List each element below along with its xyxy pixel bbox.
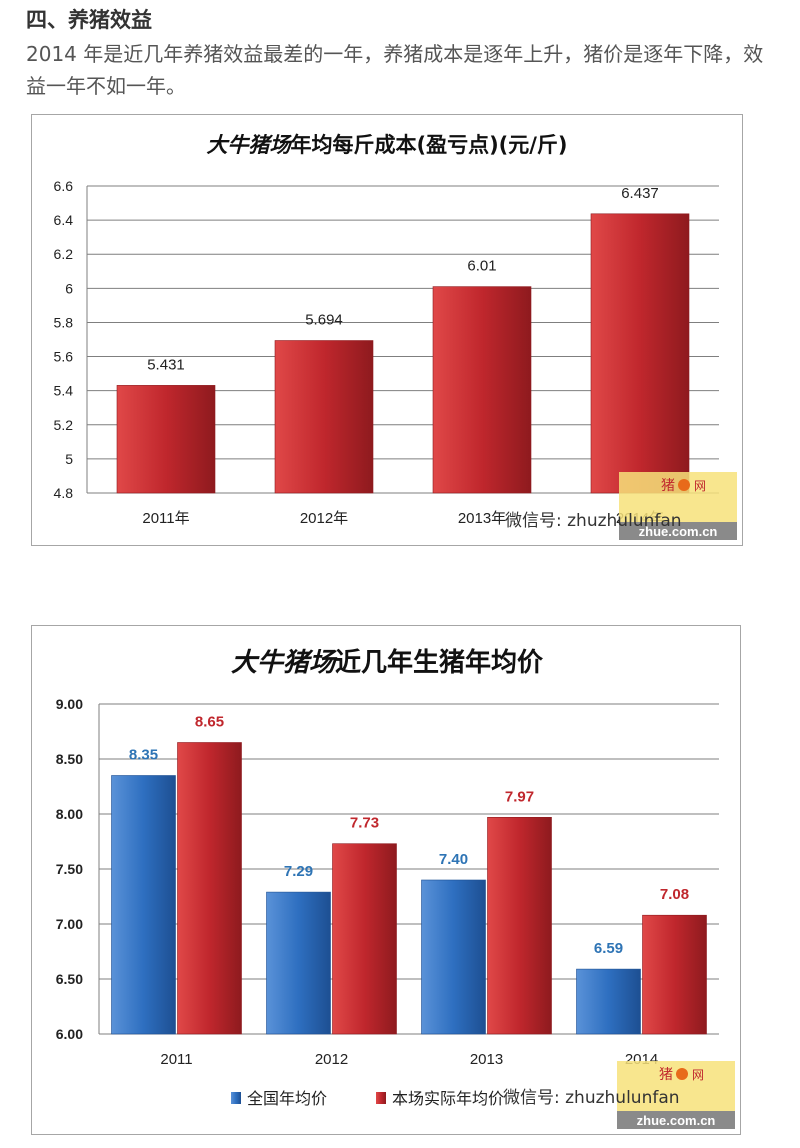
- watermark-logo-bar: [619, 522, 737, 540]
- price-chart-svg: 大牛猪场近几年生猪年均价 6.00 6.50 7.00 7.50 8.00 8.50 9.0…: [31, 625, 741, 1135]
- watermark-e-icon: [676, 1068, 688, 1080]
- bar-value-label: 7.29: [284, 863, 313, 880]
- legend-label: 全国年均价: [247, 1089, 327, 1108]
- y-tick-label: 7.50: [56, 861, 83, 877]
- watermark-url: zhue.com.cn: [637, 1113, 716, 1128]
- bar-value-label: 6.437: [621, 185, 659, 202]
- y-tick-label: 6: [65, 280, 73, 296]
- bar: [111, 775, 176, 1035]
- y-tick-label: 6.6: [54, 178, 74, 194]
- x-tick-label: 2011年: [142, 510, 189, 527]
- watermark-logo-cn: 猪: [659, 1067, 673, 1083]
- x-tick-label: 2012: [315, 1051, 348, 1068]
- chart-title-text: 近几年生猪年均价: [335, 647, 544, 678]
- bar-value-label: 7.40: [439, 851, 468, 868]
- bar: [421, 879, 486, 1035]
- y-tick-label: 4.8: [54, 485, 74, 501]
- watermark-e-icon: [678, 479, 690, 491]
- bar-value-label: 5.694: [305, 312, 343, 329]
- cost-chart-svg: 大牛猪场年均每斤成本(盈亏点)(元/斤) 4.8 5 5.2 5.4 5.6 5.8 6 6.…: [31, 114, 743, 546]
- x-tick-label: 2013年: [458, 510, 506, 527]
- bar-value-label: 7.97: [505, 788, 534, 805]
- bar-value-label: 5.431: [147, 356, 185, 373]
- chart-title-brand: 大牛猪场: [231, 648, 338, 678]
- watermark-wechat: 微信号: zhuzhulunfan: [503, 1088, 680, 1108]
- y-tick-label: 6.2: [54, 246, 74, 262]
- bar-value-label: 8.35: [129, 747, 158, 764]
- y-tick-label: 9.00: [56, 696, 83, 712]
- bar: [116, 385, 216, 494]
- legend-swatch: [231, 1092, 241, 1104]
- chart-title: 大牛猪场年均每斤成本(盈亏点)(元/斤): [206, 133, 567, 157]
- chart-title-text: 年均每斤成本(盈亏点)(元/斤): [290, 133, 567, 157]
- chart-title-brand: 大牛猪场: [206, 133, 292, 157]
- bar: [266, 891, 331, 1035]
- y-tick-label: 8.50: [56, 751, 83, 767]
- watermark-logo-net: 网: [692, 1068, 704, 1082]
- y-tick-label: 5.4: [54, 383, 74, 399]
- watermark-logo-bar: [617, 1111, 735, 1129]
- x-tick-label: 2011: [160, 1051, 192, 1068]
- y-tick-label: 8.00: [56, 806, 83, 822]
- chart-title: 大牛猪场近几年生猪年均价: [231, 647, 544, 678]
- bar-value-label: 7.08: [660, 886, 689, 903]
- bar: [332, 843, 397, 1035]
- price-chart: 大牛猪场近几年生猪年均价 6.00 6.50 7.00 7.50 8.00 8.50 9.0…: [31, 625, 741, 1135]
- y-tick-label: 6.00: [56, 1026, 83, 1042]
- y-tick-label: 5.8: [54, 314, 74, 330]
- section-paragraph: 2014 年是近几年养猪效益最差的一年，养猪成本是逐年上升，猪价是逐年下降，效益…: [26, 42, 764, 98]
- watermark-logo-cn: 猪: [661, 478, 675, 494]
- bar: [487, 817, 552, 1035]
- watermark-logo-net: 网: [694, 479, 706, 493]
- bar-value-label: 8.65: [195, 714, 224, 731]
- x-tick-label: 2013: [470, 1051, 503, 1068]
- section-heading: 四、养猪效益: [26, 8, 152, 32]
- bar-value-label: 7.73: [350, 815, 379, 832]
- cost-chart: 大牛猪场年均每斤成本(盈亏点)(元/斤) 4.8 5 5.2 5.4 5.6 5.8 6 6.…: [31, 114, 743, 546]
- bar: [177, 742, 242, 1035]
- bar: [642, 914, 707, 1035]
- y-tick-label: 7.00: [56, 916, 83, 932]
- watermark-wechat: 微信号: zhuzhulunfan: [505, 511, 682, 531]
- bar: [432, 286, 532, 494]
- y-tick-label: 5.6: [54, 349, 74, 365]
- bar: [590, 213, 690, 494]
- bar-value-label: 6.59: [594, 940, 623, 957]
- y-tick-label: 6.4: [54, 212, 74, 228]
- legend-label: 本场实际年均价: [392, 1089, 504, 1108]
- y-tick-label: 6.50: [56, 971, 83, 987]
- watermark-url: zhue.com.cn: [639, 524, 718, 539]
- y-tick-label: 5: [65, 451, 73, 467]
- legend-swatch: [376, 1092, 386, 1104]
- y-tick-label: 5.2: [54, 417, 74, 433]
- bar: [576, 968, 641, 1035]
- bar-value-label: 6.01: [467, 258, 496, 275]
- x-tick-label: 2012年: [300, 510, 348, 527]
- bar: [274, 340, 374, 494]
